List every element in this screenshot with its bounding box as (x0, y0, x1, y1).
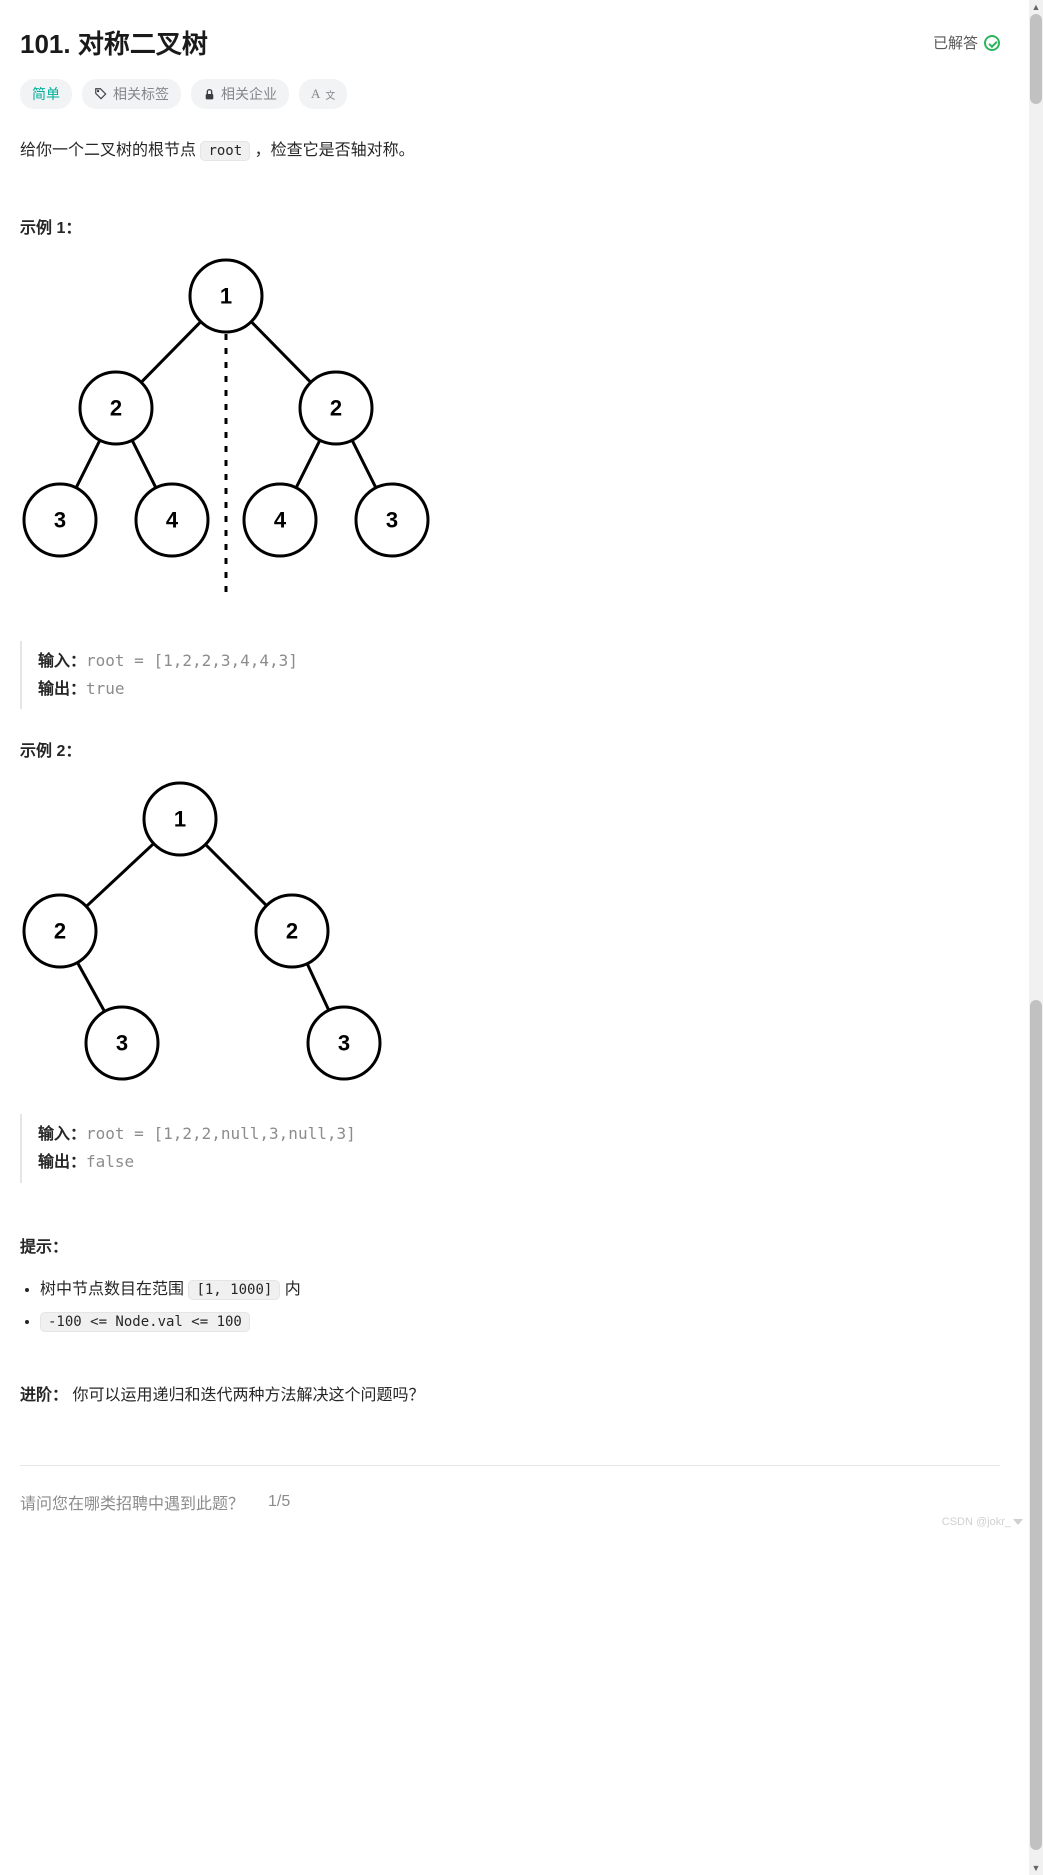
survey-row: 请问您在哪类招聘中遇到此题？ 1/5 (20, 1490, 1000, 1534)
scrollbar-track[interactable]: ▲ ▼ (1029, 0, 1043, 1875)
example1-tree-diagram: 1 2 2 3 4 4 3 (22, 256, 442, 616)
watermark: CSDN @jokr_ (942, 1516, 1023, 1528)
scrollbar-thumb[interactable] (1030, 1000, 1042, 1850)
svg-text:3: 3 (116, 1031, 128, 1056)
solved-label: 已解答 (933, 32, 978, 53)
problem-title: 101. 对称二叉树 (20, 24, 208, 61)
svg-text:1: 1 (220, 283, 232, 308)
svg-text:2: 2 (286, 919, 298, 944)
svg-text:2: 2 (54, 919, 66, 944)
tag-icon (94, 87, 108, 101)
ex1-output-value: true (86, 679, 125, 698)
example1-label: 示例 1： (20, 214, 1000, 238)
hints-section: 提示： 树中节点数目在范围 [1, 1000] 内 -100 <= Node.v… (20, 1233, 1000, 1331)
example2-io: 输入：root = [1,2,2,null,3,null,3] 输出：false (20, 1114, 1000, 1182)
svg-text:2: 2 (110, 395, 122, 420)
translate-button[interactable]: A文 (299, 79, 347, 109)
related-companies-button[interactable]: 相关企业 (191, 79, 289, 109)
svg-text:4: 4 (274, 507, 287, 532)
dropdown-icon (1013, 1519, 1023, 1525)
desc-suffix: ，检查它是否轴对称。 (250, 142, 414, 159)
ex1-input-label: 输入： (38, 653, 86, 670)
lock-icon (203, 88, 216, 101)
desc-prefix: 给你一个二叉树的根节点 (20, 142, 200, 159)
svg-text:4: 4 (166, 507, 179, 532)
scroll-up-button[interactable]: ▲ (1029, 0, 1043, 14)
advance-label: 进阶： (20, 1387, 68, 1404)
problem-description: 给你一个二叉树的根节点 root ，检查它是否轴对称。 (20, 137, 1000, 166)
ex2-input-label: 输入： (38, 1126, 86, 1143)
hint-item-2: -100 <= Node.val <= 100 (40, 1313, 1000, 1331)
related-tags-button[interactable]: 相关标签 (82, 79, 181, 109)
related-companies-label: 相关企业 (221, 84, 277, 104)
header-row: 101. 对称二叉树 已解答 (20, 24, 1000, 61)
hint-item-1: 树中节点数目在范围 [1, 1000] 内 (40, 1275, 1000, 1299)
difficulty-tag[interactable]: 简单 (20, 79, 72, 109)
hints-label: 提示： (20, 1233, 1000, 1257)
example1-io: 输入：root = [1,2,2,3,4,4,3] 输出：true (20, 641, 1000, 709)
ex2-output-label: 输出： (38, 1154, 86, 1171)
tags-row: 简单 相关标签 相关企业 A文 (20, 79, 1000, 109)
advance-text: 你可以运用递归和迭代两种方法解决这个问题吗？ (72, 1387, 424, 1404)
ex2-output-value: false (86, 1152, 134, 1171)
survey-question: 请问您在哪类招聘中遇到此题？ (20, 1490, 244, 1514)
desc-code: root (200, 141, 250, 161)
svg-text:2: 2 (330, 395, 342, 420)
svg-text:1: 1 (174, 807, 186, 832)
ex1-input-value: root = [1,2,2,3,4,4,3] (86, 651, 298, 670)
divider (20, 1465, 1000, 1466)
ex2-input-value: root = [1,2,2,null,3,null,3] (86, 1124, 356, 1143)
svg-text:3: 3 (338, 1031, 350, 1056)
scrollbar-thumb[interactable] (1030, 14, 1042, 104)
svg-text:3: 3 (386, 507, 398, 532)
example2-tree-diagram: 1 2 2 3 3 (22, 779, 402, 1089)
check-circle-icon (984, 35, 1000, 51)
ex1-output-label: 输出： (38, 681, 86, 698)
survey-progress: 1/5 (268, 1493, 290, 1511)
example2-label: 示例 2： (20, 737, 1000, 761)
advance-section: 进阶： 你可以运用递归和迭代两种方法解决这个问题吗？ (20, 1381, 1000, 1405)
related-tags-label: 相关标签 (113, 84, 169, 104)
scroll-down-button[interactable]: ▼ (1029, 1861, 1043, 1875)
problem-content: 101. 对称二叉树 已解答 简单 相关标签 相关企业 A文 给你一个二叉树的根… (0, 0, 1020, 1534)
solved-status: 已解答 (933, 32, 1000, 53)
svg-text:3: 3 (54, 507, 66, 532)
